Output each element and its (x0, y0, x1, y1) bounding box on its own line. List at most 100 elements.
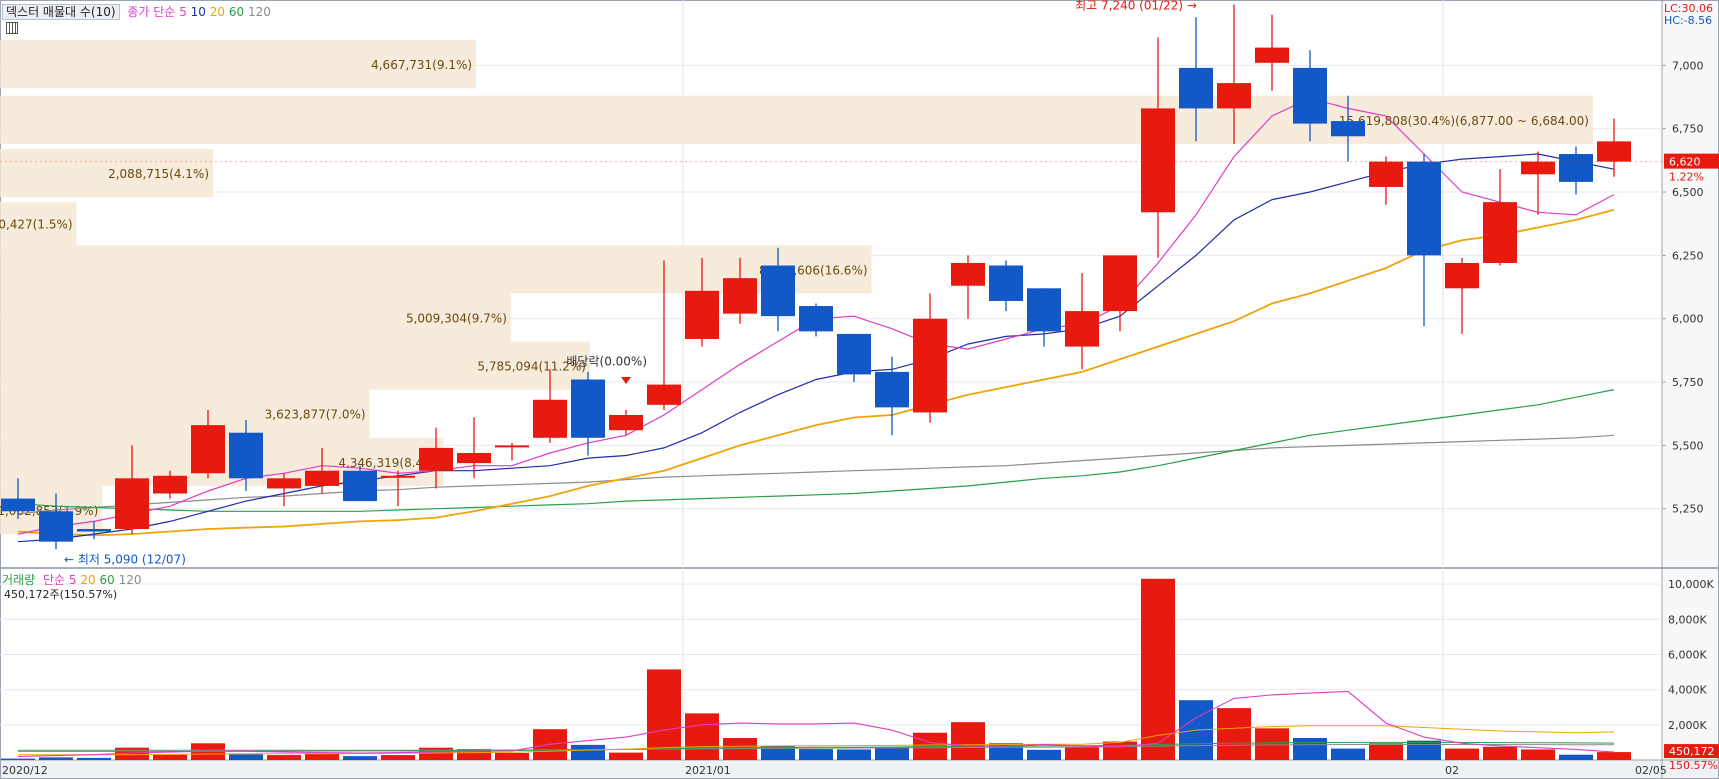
price-ma60-line (17, 389, 1615, 512)
price-tick-label-5: 6,500 (1672, 186, 1704, 199)
candle-body-26 (989, 265, 1023, 301)
volume-bar-13 (495, 752, 529, 760)
candle-body-12 (457, 452, 491, 464)
volume-title[interactable]: 거래량 (2, 573, 36, 587)
candle-body-38 (1445, 262, 1479, 289)
volume-bar-20 (761, 745, 795, 760)
candle-body-20 (761, 265, 795, 317)
candle-body-22 (837, 333, 871, 375)
candle-body-37 (1407, 161, 1441, 256)
volume-bar-32 (1217, 708, 1251, 760)
volume-profile-bar-6 (0, 341, 590, 390)
volume-bar-11 (419, 747, 453, 760)
candle-body-8 (305, 470, 339, 486)
volume-profile-bar-0 (0, 40, 477, 89)
volume-profile-bar-7 (0, 389, 370, 438)
candle-body-42 (1597, 141, 1631, 162)
price-tick-label-4: 6,250 (1672, 249, 1704, 262)
volume-ma60-line (18, 741, 1615, 752)
candle-body-11 (419, 447, 453, 471)
volume-profile-label-2: 2,088,715(4.1%) (108, 167, 209, 181)
candle-body-19 (723, 278, 757, 314)
dividend-label: 배당락(0.00%) (566, 354, 647, 368)
current-price-tag (1664, 153, 1719, 169)
candle-body-25 (951, 262, 985, 286)
candle-body-28 (1065, 311, 1099, 347)
price-tick-label-6: 6,750 (1672, 123, 1704, 136)
low-price-label: ← 최저 5,090 (12/07) (64, 552, 186, 566)
current-price-value: 6,620 (1669, 156, 1701, 169)
price-ma-period-60: 60 (228, 5, 245, 19)
price-ma20-line (17, 208, 1615, 537)
volume-bar-35 (1331, 748, 1365, 760)
candle-body-29 (1103, 255, 1137, 312)
volume-bar-21 (799, 749, 833, 760)
volume-bar-28 (1065, 746, 1099, 760)
candle-body-24 (913, 318, 947, 413)
volume-bar-39 (1483, 746, 1517, 760)
volume-bar-22 (837, 749, 871, 760)
dividend-marker-icon (621, 376, 631, 384)
candle-body-9 (343, 470, 377, 502)
volume-ma-title[interactable]: 단순 (42, 573, 66, 587)
indicator-label[interactable]: 덱스터 매물대 수(10) (2, 4, 120, 20)
volume-bar-16 (609, 752, 643, 760)
volume-bar-9 (343, 756, 377, 760)
volume-bar-2 (77, 757, 111, 760)
candle-body-5 (191, 425, 225, 474)
candle-body-18 (685, 290, 719, 339)
x-axis-background (0, 760, 1719, 779)
volume-current-ratio: 150.57% (1669, 759, 1718, 772)
candle-body-32 (1217, 83, 1251, 109)
candle-body-34 (1293, 67, 1327, 124)
volume-bar-30 (1141, 578, 1175, 760)
candle-body-0 (1, 498, 35, 512)
price-ma-period-5: 5 (179, 5, 187, 19)
volume-ma-period-60: 60 (99, 573, 115, 587)
candle-body-39 (1483, 202, 1517, 263)
volume-bar-41 (1559, 754, 1593, 760)
volume-bar-27 (1027, 749, 1061, 760)
volume-bar-23 (875, 746, 909, 760)
volume-profile-label-5: 5,009,304(9.7%) (406, 311, 507, 325)
candle-body-31 (1179, 67, 1213, 109)
lc-label: LC:30.06 (1663, 2, 1713, 15)
lc-hc-readout: LC:30.06 HC:-8.56 (1664, 3, 1713, 27)
candle-body-33 (1255, 47, 1289, 63)
volume-bar-1 (39, 757, 73, 760)
candle-body-27 (1027, 288, 1061, 332)
volume-profile-bar-2 (0, 148, 214, 198)
price-ma-period-20: 20 (209, 5, 226, 19)
candle-body-17 (647, 384, 681, 405)
price-ma-period-120: 120 (247, 5, 271, 19)
price-tick-label-3: 6,000 (1672, 313, 1704, 326)
volume-ma-period-120: 120 (118, 573, 142, 587)
volume-current-value: 450,172 (1669, 745, 1715, 758)
price-tick-label-7: 7,000 (1672, 59, 1704, 72)
candle-body-7 (267, 478, 301, 489)
volume-bar-25 (951, 722, 985, 760)
candle-body-10 (381, 475, 415, 478)
volume-ma120-line (18, 744, 1615, 751)
date-tick-label-1: 2021/01 (685, 764, 731, 777)
date-tick-label-3: 02/05 (1635, 764, 1667, 777)
volume-bar-12 (457, 749, 491, 760)
candle-body-6 (229, 432, 263, 479)
volume-bar-8 (305, 753, 339, 760)
volume-ma5-line (17, 690, 1615, 758)
price-ma-title[interactable]: 종가 단순 (127, 5, 176, 19)
volume-bar-10 (381, 755, 415, 760)
volume-bar-15 (571, 744, 605, 760)
volume-bar-29 (1103, 741, 1137, 760)
candle-body-41 (1559, 154, 1593, 182)
volume-bar-33 (1255, 728, 1289, 760)
volume-tick-label-3: 8,000K (1668, 613, 1707, 626)
volume-ma20-line (18, 725, 1615, 756)
volume-ma-period-5: 5 (68, 573, 77, 587)
candle-body-35 (1331, 121, 1365, 137)
candle-body-2 (77, 528, 111, 532)
volume-profile-label-7: 3,623,877(7.0%) (265, 408, 366, 422)
calculator-icon[interactable] (6, 22, 18, 34)
candle-body-40 (1521, 161, 1555, 175)
